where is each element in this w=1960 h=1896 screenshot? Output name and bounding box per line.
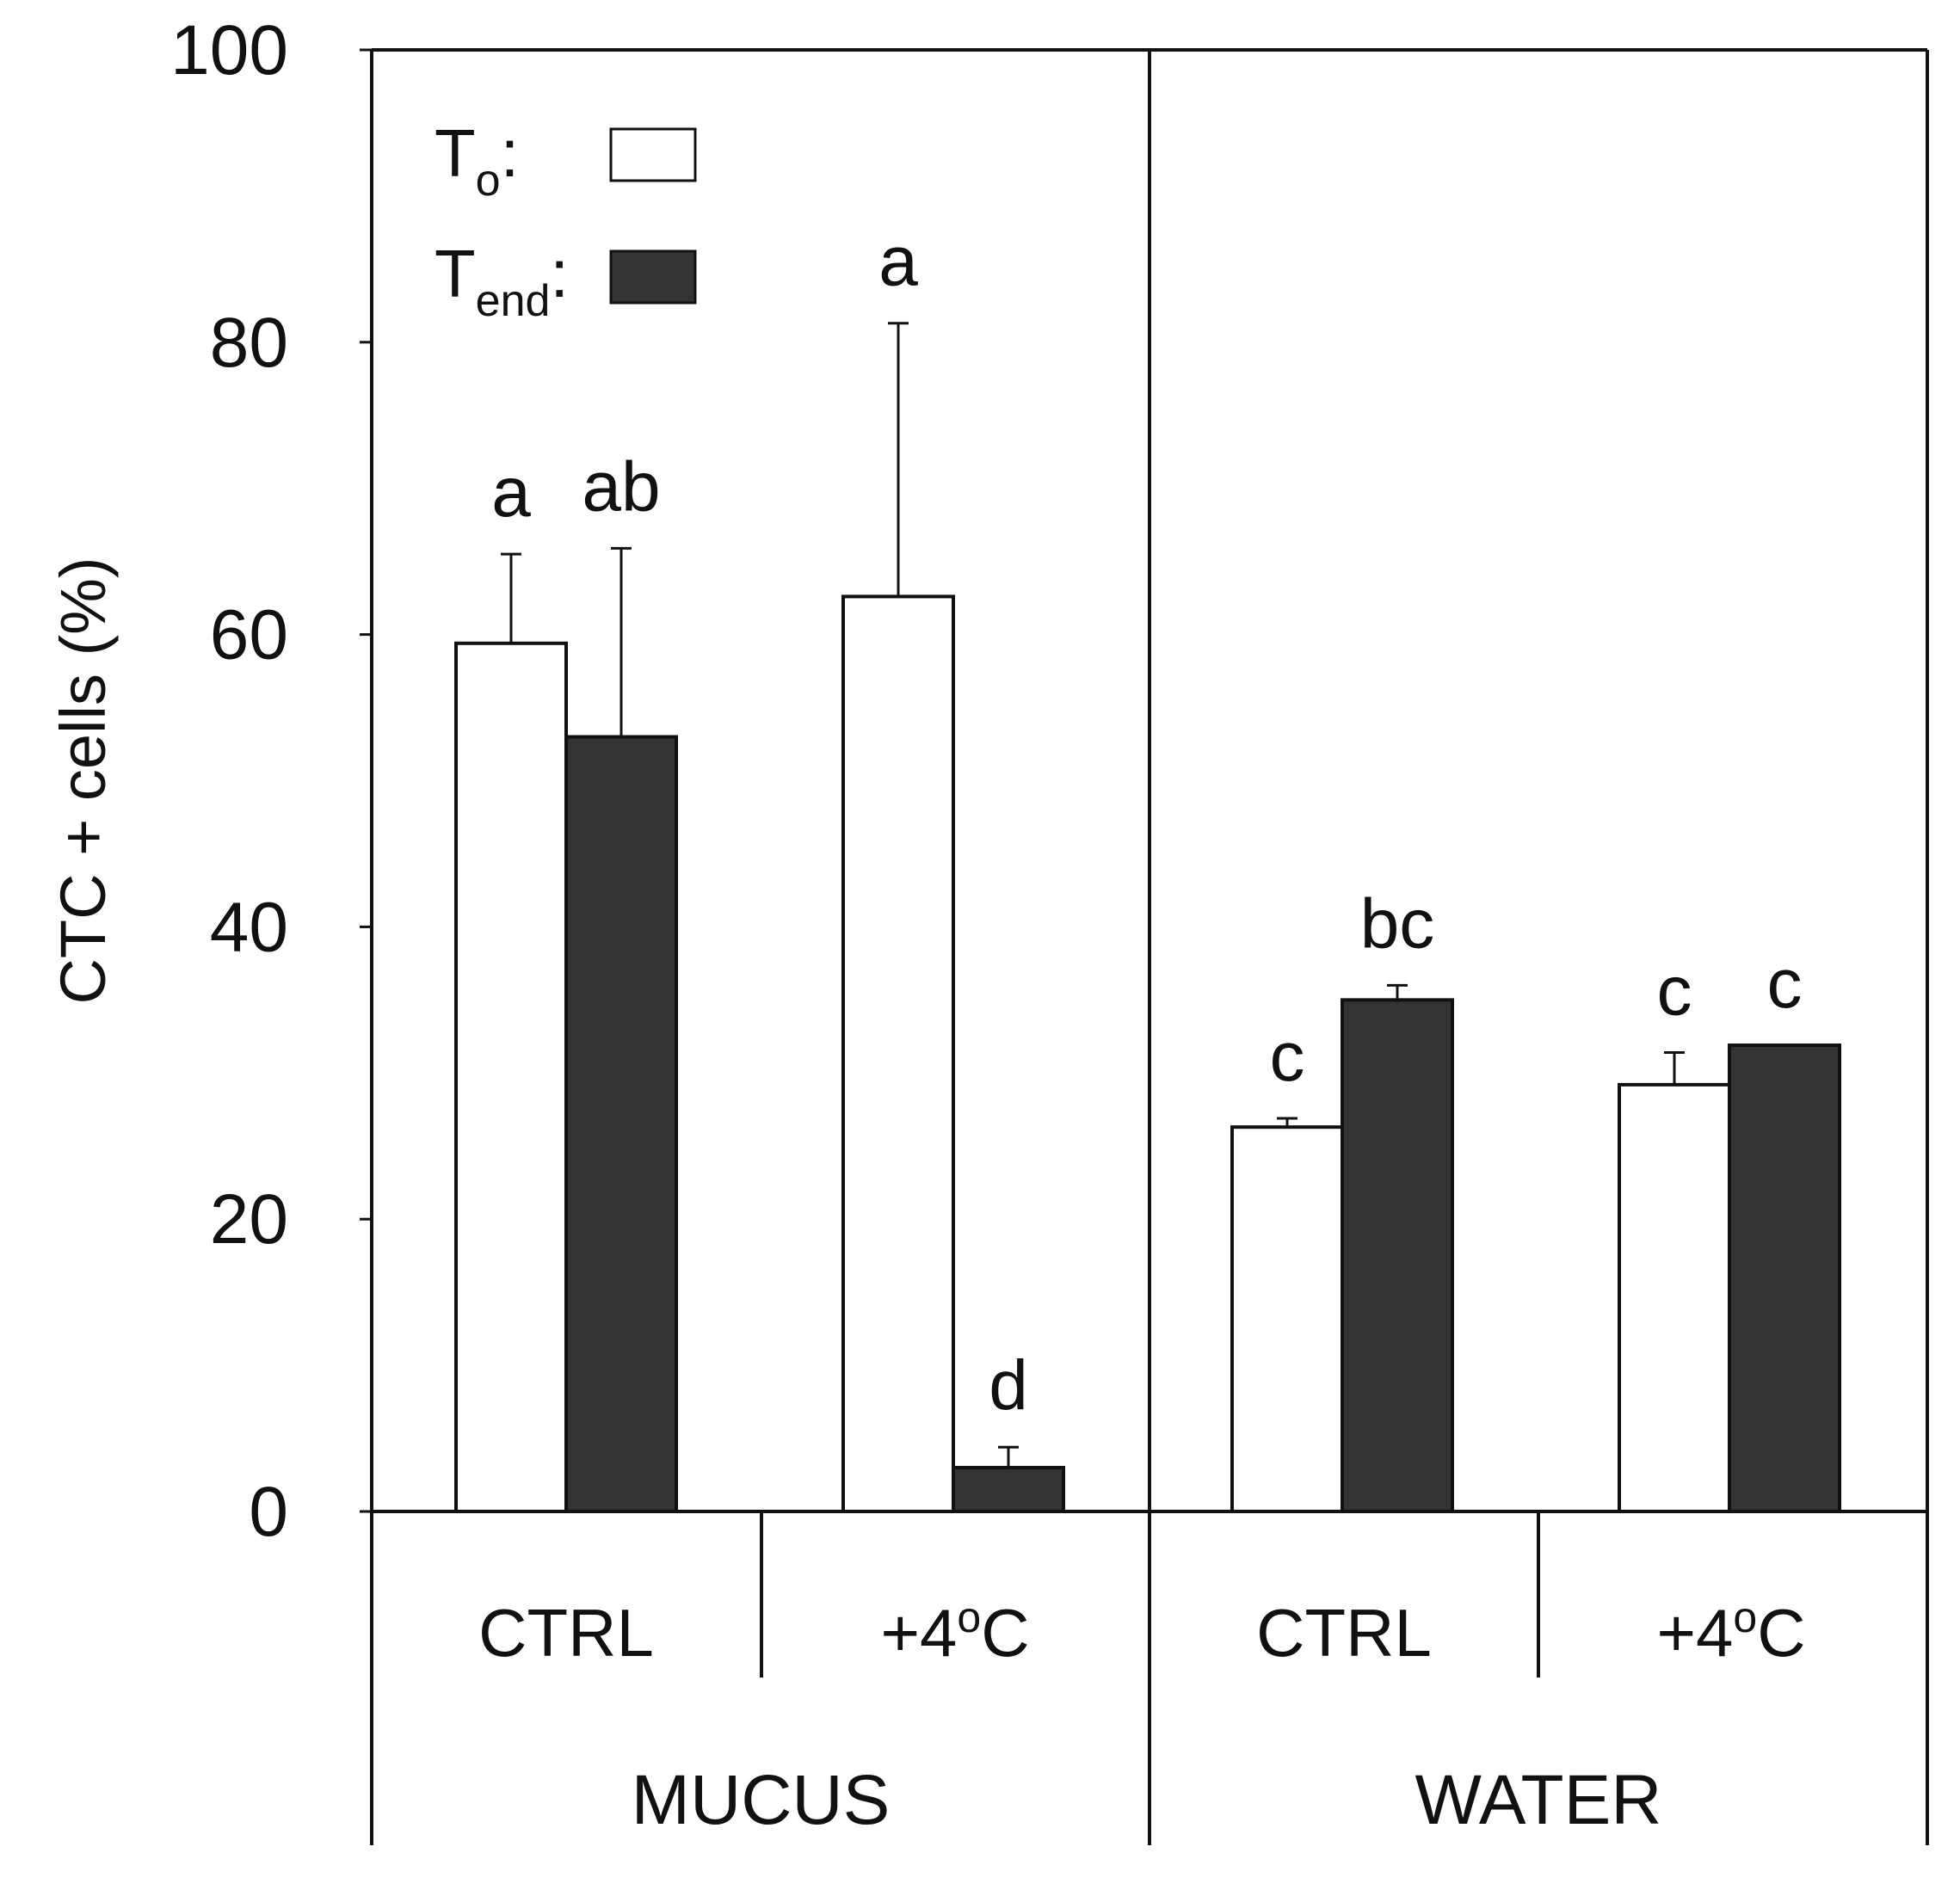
bar-tend-3 (1341, 998, 1454, 1513)
category-label: CTRL (1256, 1595, 1432, 1671)
significance-letter: c (1657, 952, 1692, 1031)
significance-letter: a (878, 223, 918, 301)
significance-letter: ab (582, 447, 660, 526)
y-tick-label: 0 (249, 1473, 288, 1551)
category-label: CTRL (478, 1595, 654, 1671)
error-bars (501, 322, 1685, 1468)
bar-t0-1 (454, 641, 568, 1513)
bars (454, 594, 1841, 1514)
y-tick-label: 100 (170, 11, 288, 89)
legend-label: To: (435, 115, 519, 206)
bar-tend-4 (1728, 1043, 1841, 1514)
y-axis-label: CTC + cells (%) (47, 557, 119, 1004)
significance-letter: c (1767, 945, 1803, 1023)
bar-t0-2 (841, 594, 955, 1513)
group-label: WATER (1415, 1761, 1662, 1839)
legend-swatch-tend (609, 249, 697, 305)
bar-tend-1 (564, 735, 678, 1513)
y-tick-label: 20 (210, 1180, 288, 1259)
y-tick-label: 60 (210, 596, 288, 674)
significance-letter: bc (1360, 884, 1435, 963)
significance-letter: c (1270, 1018, 1305, 1096)
bar-t0-3 (1230, 1125, 1344, 1513)
y-tick-label: 40 (210, 888, 288, 966)
chart-text: 0 20 40 60 80 100 CTC + cells (%) CTRL +4oC MUCUS… (47, 11, 1806, 1839)
significance-letter: a (491, 453, 531, 532)
group-label: MUCUS (632, 1761, 891, 1839)
y-tick-label: 80 (210, 304, 288, 382)
category-label: +4oC (880, 1593, 1029, 1671)
significance-letter: d (989, 1346, 1028, 1425)
category-label: +4oC (1656, 1593, 1805, 1671)
legend-swatch-t0 (609, 127, 697, 182)
bar-t0-4 (1618, 1082, 1731, 1513)
legend-label: Tend: (435, 236, 569, 326)
bar-tend-2 (952, 1466, 1065, 1514)
